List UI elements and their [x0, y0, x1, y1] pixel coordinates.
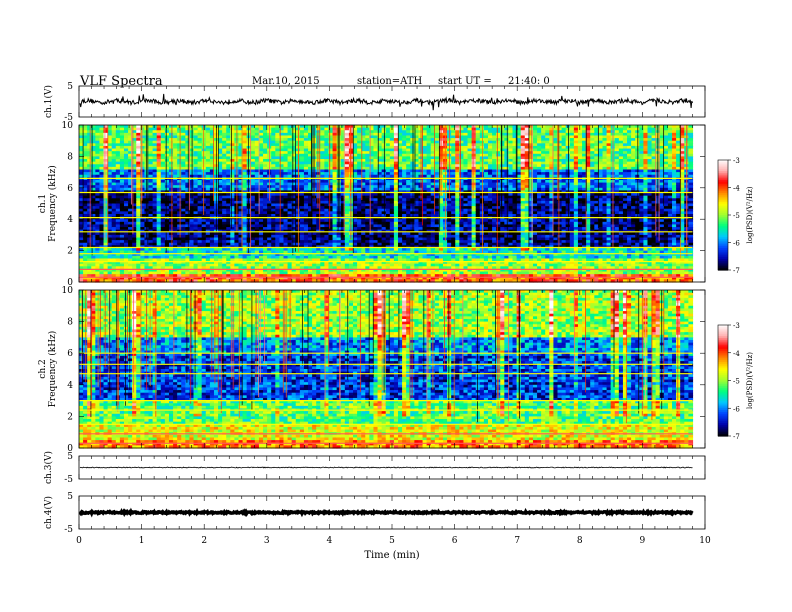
x-tick-label: 6	[452, 536, 458, 546]
ch1_spectrogram-colorbar: -3 -4 -5 -6 -7 log(PSD)(V²/Hz)	[717, 157, 754, 275]
x-tick-label: 9	[640, 536, 646, 546]
ch3_waveform-panel: 5 -5 ch.3(V)	[43, 451, 706, 485]
ch1_spectrogram-ytick-label: 4	[67, 215, 73, 225]
x-tick-label: 3	[264, 536, 270, 546]
ch2_spectrogram-ytick-label: 10	[62, 286, 74, 296]
ch2_spectrogram-colorbar-tick-label: -7	[733, 433, 740, 441]
x-tick-label: 7	[514, 536, 520, 546]
ch3_waveform-ylabel: ch.3(V)	[43, 451, 54, 484]
figure-title: VLF Spectra	[80, 74, 163, 89]
date-label: Mar.10, 2015	[252, 76, 320, 87]
ch2_spectrogram-colorbar-tick-label: -4	[733, 350, 740, 358]
ch4_waveform-ytick-label: -5	[64, 525, 73, 535]
ch2_spectrogram-colorbar-label: log(PSD)(V²/Hz)	[746, 352, 754, 409]
ch1_spectrogram-colorbar-tick-label: -6	[733, 240, 740, 248]
start-time-prefix: start UT =	[438, 76, 492, 87]
ch2_spectrogram-ytick-label: 6	[67, 349, 73, 359]
ch2_spectrogram-ytick-label: 0	[67, 444, 73, 454]
ch1_waveform-ytick-label: -5	[64, 113, 73, 123]
x-tick-label: 2	[201, 536, 207, 546]
ch1_spectrogram-colorbar-tick-label: -4	[733, 185, 740, 193]
x-tick-label: 4	[327, 536, 333, 546]
ch2_spectrogram-ytick-label: 8	[67, 318, 73, 328]
ch2_spectrogram-colorbar-tick-label: -6	[733, 405, 740, 413]
ch1_spectrogram-ytick-label: 0	[67, 278, 73, 288]
ch1_spectrogram-ytick-label: 2	[67, 247, 73, 257]
ch2_spectrogram-ylabel: Frequency (kHz)	[47, 331, 58, 408]
start-time-value: 21:40: 0	[508, 76, 550, 87]
ch2_spectrogram-colorbar-tick-label: -5	[733, 378, 740, 386]
ch3_waveform-ytick-label: 5	[67, 452, 73, 462]
x-tick-label: 1	[139, 536, 145, 546]
ch1_spectrogram-ytick-label: 10	[62, 121, 74, 131]
ch2_spectrogram-channel-label: ch.2	[38, 359, 48, 378]
station-label: station=ATH	[357, 76, 423, 87]
x-axis-label: Time (min)	[364, 550, 419, 561]
ch1_spectrogram-ytick-label: 6	[67, 184, 73, 194]
ch2_spectrogram-panel: 10 8 6 4 2 0 ch.2 Frequency (kHz) -3 -4 -5 -6 -7 log(…	[38, 286, 754, 454]
ch1_spectrogram-panel: 10 8 6 4 2 0 ch.1 Frequency (kHz) -3 -4 -5 -6 -7 log(…	[38, 121, 754, 288]
ch1_spectrogram-cells	[79, 125, 694, 283]
ch2_spectrogram-colorbar: -3 -4 -5 -6 -7 log(PSD)(V²/Hz)	[717, 322, 754, 441]
ch2_spectrogram-ytick-label: 4	[67, 381, 73, 391]
ch2_spectrogram-ytick-label: 2	[67, 412, 73, 422]
ch1_waveform-trace	[79, 93, 693, 111]
ch1_spectrogram-colorbar-tick-label: -5	[733, 212, 740, 220]
ch1_spectrogram-ylabel: Frequency (kHz)	[47, 165, 58, 242]
ch3_waveform-ytick-label: -5	[64, 475, 73, 485]
x-tick-label: 8	[577, 536, 583, 546]
ch1_spectrogram-colorbar-tick-label: -3	[733, 157, 740, 165]
ch1_waveform-ylabel: ch.1(V)	[43, 85, 54, 118]
x-tick-label: 5	[389, 536, 395, 546]
ch4_waveform-ylabel: ch.4(V)	[43, 496, 54, 529]
ch1_spectrogram-ytick-label: 8	[67, 152, 73, 162]
ch1_spectrogram-channel-label: ch.1	[38, 194, 48, 213]
x-tick-label: 10	[699, 536, 711, 546]
ch1_waveform-ytick-label: 5	[67, 82, 73, 92]
ch4_waveform-panel: 5 -5 ch.4(V)	[43, 492, 706, 535]
ch2_spectrogram-colorbar-tick-label: -3	[733, 322, 740, 330]
ch1_spectrogram-colorbar-tick-label: -7	[733, 267, 740, 275]
x-tick-label: 0	[76, 536, 82, 546]
ch4_waveform-ytick-label: 5	[67, 492, 73, 502]
ch4_waveform-trace	[78, 507, 694, 518]
ch3_waveform-trace	[79, 466, 693, 469]
ch1_spectrogram-colorbar-label: log(PSD)(V²/Hz)	[746, 186, 754, 243]
ch1_waveform-panel: 5 -5 ch.1(V)	[43, 82, 706, 123]
